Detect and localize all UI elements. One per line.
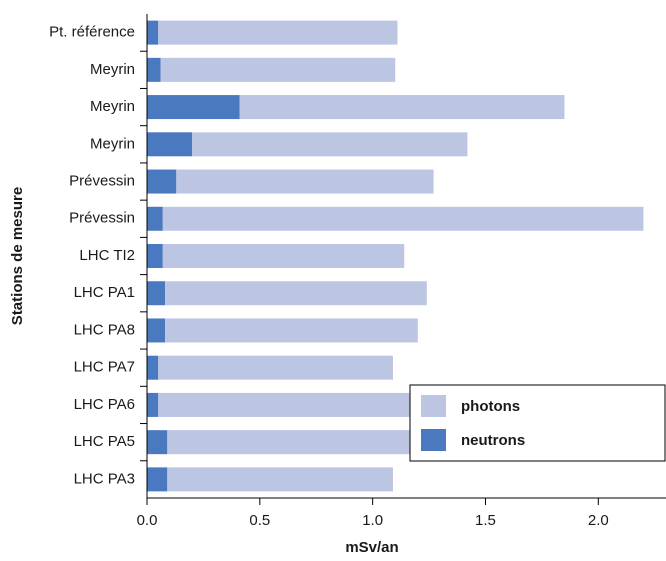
- bar-segment: [165, 281, 427, 306]
- x-tick-label: 0.0: [137, 512, 158, 529]
- y-tick-label: LHC PA5: [74, 433, 135, 450]
- y-tick-label: LHC PA1: [74, 284, 135, 301]
- bar-segment: [147, 57, 161, 82]
- legend-box: [409, 384, 666, 462]
- y-tick-label: Prévessin: [69, 210, 135, 227]
- bar-segment: [147, 244, 163, 268]
- bar-segment: [147, 281, 166, 306]
- bar-segment: [167, 430, 412, 455]
- x-tick-label: 0.5: [249, 512, 270, 529]
- y-tick-label: LHC PA6: [74, 396, 135, 413]
- bar-segment: [147, 392, 159, 417]
- y-tick-label: Meyrin: [90, 98, 135, 115]
- bar-segment: [162, 244, 405, 268]
- y-axis-title: Stations de mesure: [9, 187, 26, 325]
- bar-segment: [192, 132, 468, 157]
- x-tick-label: 2.0: [588, 512, 609, 529]
- x-axis-title: mSv/an: [345, 539, 398, 556]
- bar-segment: [147, 355, 159, 380]
- y-tick-label: LHC TI2: [79, 247, 135, 264]
- bar-segment: [147, 206, 163, 231]
- bar-segment: [147, 95, 240, 120]
- y-tick-label: LHC PA7: [74, 359, 135, 376]
- bar-segment: [158, 20, 398, 45]
- legend-label: photons: [461, 398, 520, 415]
- bar-segment: [162, 206, 644, 231]
- y-tick-label: Pt. référence: [49, 24, 135, 41]
- bar-segment: [147, 318, 166, 343]
- bar-segment: [147, 20, 159, 45]
- bar-segment: [147, 132, 193, 157]
- bar-segment: [147, 169, 177, 194]
- x-tick-label: 1.5: [475, 512, 496, 529]
- bar-segment: [239, 95, 565, 120]
- y-tick-label: Meyrin: [90, 135, 135, 152]
- bar-segment: [167, 467, 393, 492]
- bar-segment: [147, 467, 168, 492]
- bar-segment: [158, 355, 393, 380]
- legend-swatch: [421, 429, 446, 451]
- bar-segment: [147, 430, 168, 455]
- bar-segment: [176, 169, 434, 194]
- y-tick-label: LHC PA8: [74, 321, 135, 338]
- x-tick-label: 1.0: [362, 512, 383, 529]
- y-tick-label: Prévessin: [69, 173, 135, 190]
- bar-segment: [160, 57, 396, 82]
- legend-label: neutrons: [461, 432, 525, 449]
- legend-swatch: [421, 395, 446, 417]
- y-tick-label: Meyrin: [90, 61, 135, 78]
- y-tick-label: LHC PA3: [74, 470, 135, 487]
- bar-segment: [158, 392, 418, 417]
- bar-segment: [165, 318, 418, 343]
